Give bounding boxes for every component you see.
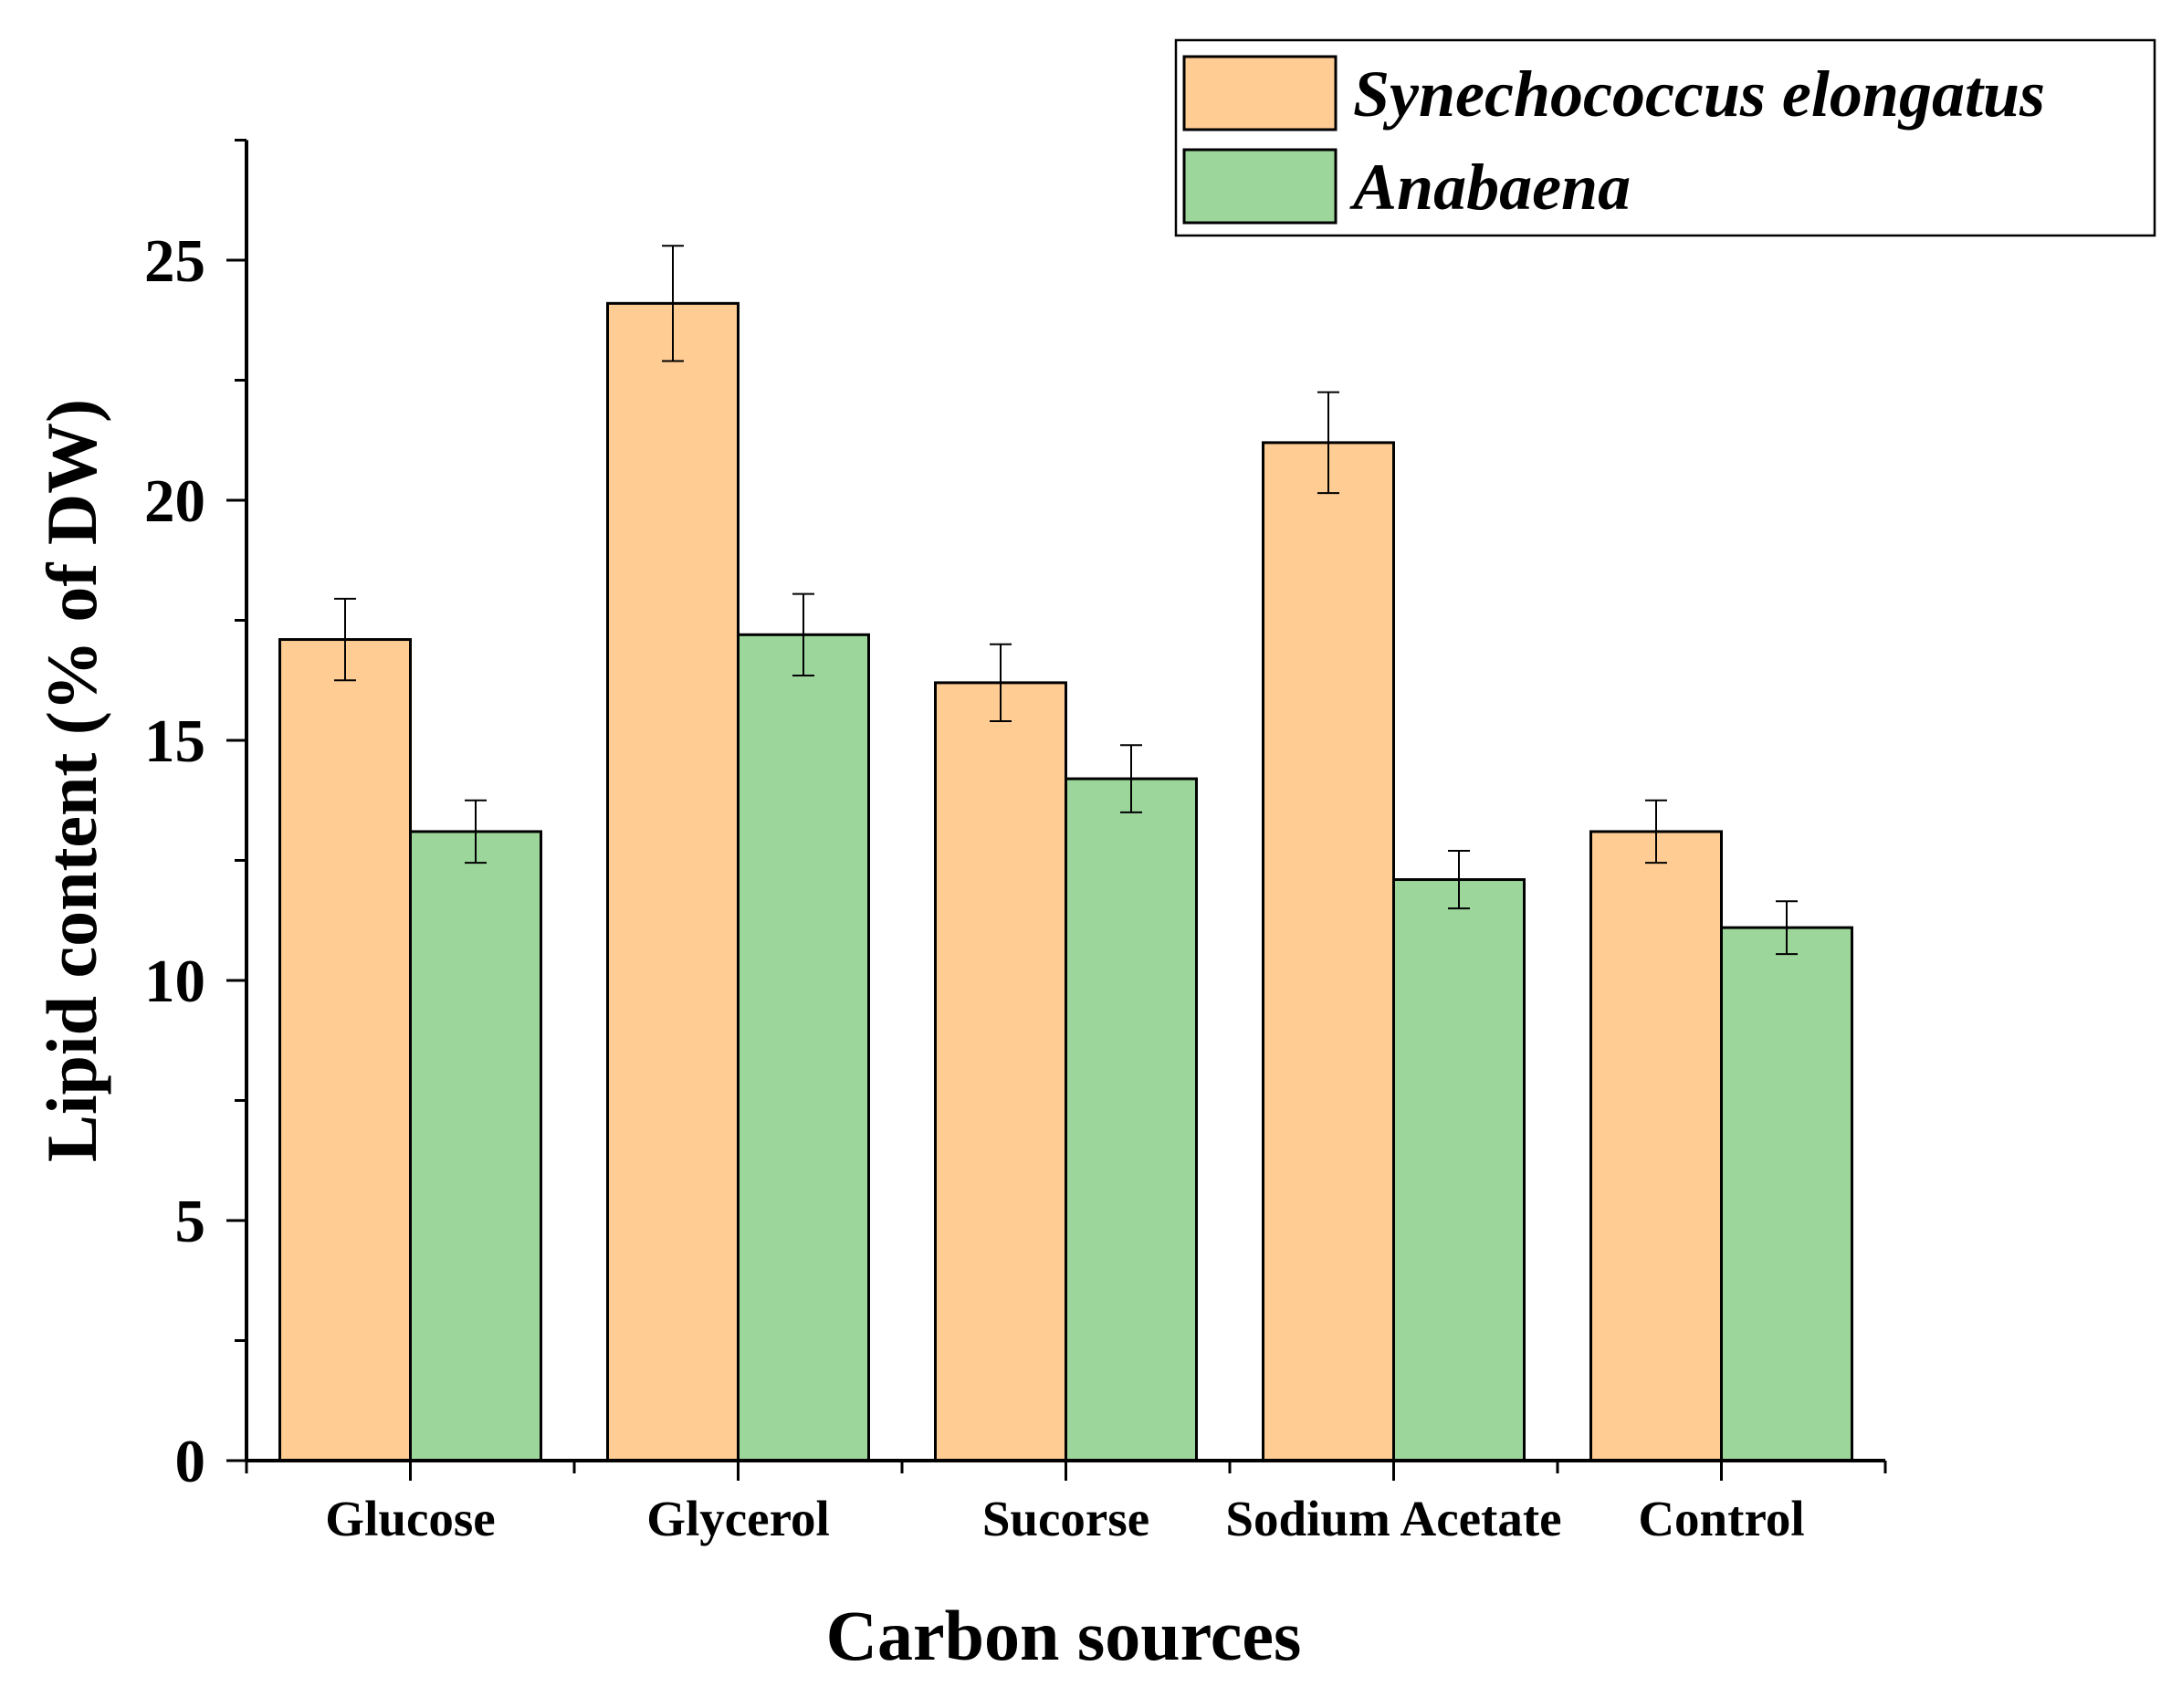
error-bars-group [334, 245, 1798, 956]
bar-glycerol-synechococcus [606, 301, 740, 1462]
y-tick-label-25: 25 [144, 227, 205, 295]
bar-sodium-acetate-synechococcus [1262, 441, 1395, 1462]
y-tick-label-0: 0 [175, 1428, 206, 1495]
error-bar-sucorse-synechococcus [990, 643, 1012, 722]
error-bar-glycerol-anabaena [792, 592, 814, 676]
error-bar-sucorse-anabaena [1120, 744, 1142, 813]
x-tick-label-control: Control [1638, 1491, 1804, 1546]
bar-glucose-anabaena [409, 830, 542, 1462]
error-bar-sodium-acetate-synechococcus [1317, 391, 1339, 495]
bar-glycerol-anabaena [737, 633, 870, 1462]
y-tick-label-15: 15 [144, 707, 205, 775]
legend-label-synechococcus: Synechococcus elongatus [1353, 58, 2045, 131]
bars-group [278, 301, 1853, 1462]
bar-sucorse-anabaena [1065, 777, 1198, 1462]
y-tick-label-20: 20 [144, 467, 205, 535]
y-tick-label-5: 5 [175, 1188, 206, 1255]
x-tick-label-sodium-acetate: Sodium Acetate [1225, 1491, 1561, 1546]
error-bar-glucose-anabaena [465, 799, 487, 864]
bar-control-anabaena [1720, 926, 1853, 1462]
bar-glucose-synechococcus [278, 638, 412, 1462]
axes-group: Glucose Glycerol Sucorse Sodium Acetate Cont… [144, 139, 1887, 1546]
x-tick-label-glycerol: Glycerol [646, 1491, 830, 1546]
error-bar-control-anabaena [1776, 900, 1798, 956]
error-bar-control-synechococcus [1645, 799, 1667, 864]
bar-sodium-acetate-anabaena [1392, 878, 1526, 1462]
error-bar-glycerol-synechococcus [662, 245, 684, 362]
legend-swatch-anabaena [1182, 148, 1338, 225]
y-tick-label-10: 10 [144, 948, 205, 1015]
bar-control-synechococcus [1589, 830, 1723, 1462]
error-bar-glucose-synechococcus [334, 597, 356, 682]
error-bar-sodium-acetate-anabaena [1448, 849, 1470, 910]
x-tick-label-sucorse: Sucorse [982, 1491, 1149, 1546]
legend-swatch-synechococcus [1182, 55, 1338, 131]
legend-label-anabaena: Anabaena [1349, 151, 1631, 224]
legend-box [1174, 38, 2156, 237]
x-tick-label-glucose: Glucose [325, 1491, 495, 1546]
bar-sucorse-synechococcus [934, 681, 1067, 1462]
legend: Synechococcus elongatus Anabaena [1174, 38, 2156, 237]
x-axis-title: Carbon sources [826, 1596, 1302, 1675]
y-axis-title: Lipid content (% of DW) [32, 399, 111, 1162]
